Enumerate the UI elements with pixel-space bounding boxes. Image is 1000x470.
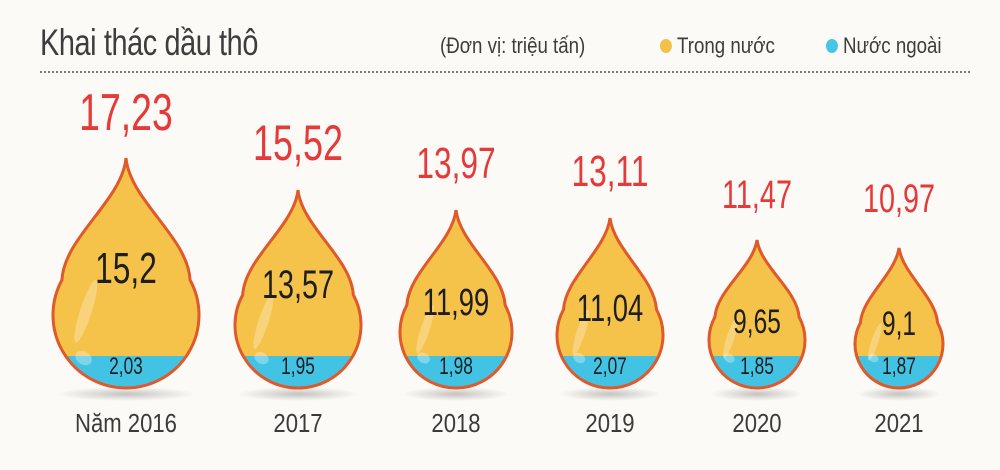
total-value: 13,11 <box>572 147 649 196</box>
legend-label-domestic: Trong nước <box>677 33 775 58</box>
chart-title: Khai thác dầu thô <box>40 22 259 63</box>
legend-item-foreign: Nước ngoài <box>826 33 942 59</box>
drop-shadow <box>402 387 510 401</box>
year-label: Năm 2016 <box>75 409 177 438</box>
oil-drop-icon <box>234 190 361 389</box>
drop-highlight-small <box>723 353 735 363</box>
title-divider <box>40 71 970 73</box>
drop-outline <box>233 189 363 390</box>
drop-outline <box>853 247 945 390</box>
oil-drop-icon <box>709 240 806 389</box>
drop-shadow <box>711 387 803 401</box>
domestic-value: 11,99 <box>423 282 489 324</box>
domestic-value: 9,1 <box>882 305 916 343</box>
total-value: 13,97 <box>416 139 495 188</box>
drop-outline <box>398 209 514 390</box>
drop-outline <box>707 239 807 390</box>
year-label: 2018 <box>431 409 480 438</box>
drop-3: 13,97 11,99 1,98 2018 <box>398 139 514 438</box>
drop-outline <box>51 157 201 390</box>
drop-1: 17,23 15,2 2,03 Năm 2016 <box>51 83 201 438</box>
domestic-value: 9,65 <box>733 303 781 341</box>
year-label: 2017 <box>273 409 322 438</box>
legend-label-foreign: Nước ngoài <box>843 33 942 58</box>
total-value: 17,23 <box>79 83 173 142</box>
drop-highlight <box>253 294 274 349</box>
drop-5: 11,47 9,65 1,85 2020 <box>707 172 807 438</box>
drop-6: 10,97 9,1 1,87 2021 <box>853 176 945 438</box>
foreign-value: 1,87 <box>882 353 916 379</box>
drop-4: 13,11 11,04 2,07 2019 <box>555 147 665 438</box>
drop-shadow <box>559 387 661 401</box>
total-value: 11,47 <box>722 172 792 217</box>
drop-highlight <box>74 280 98 343</box>
domestic-value: 15,2 <box>95 244 157 293</box>
drop-highlight-small <box>75 350 92 366</box>
foreign-color-icon <box>826 39 838 53</box>
foreign-value: 1,95 <box>281 353 315 379</box>
domestic-value: 11,04 <box>577 288 643 330</box>
foreign-value: 1,98 <box>439 353 473 379</box>
year-label: 2021 <box>874 409 923 438</box>
drop-highlight-small <box>868 353 879 363</box>
legend-item-domestic: Trong nước <box>660 33 775 59</box>
oil-drop-icon <box>855 248 944 388</box>
foreign-value: 2,07 <box>593 353 627 379</box>
total-value: 10,97 <box>863 176 935 221</box>
unit-label: (Đơn vị: triệu tấn) <box>440 33 586 58</box>
oil-drop-icon <box>52 158 200 389</box>
drop-shadow <box>56 387 196 401</box>
foreign-value: 1,85 <box>740 353 774 379</box>
drop-highlight <box>867 322 882 361</box>
drop-highlight <box>572 309 590 356</box>
drop-2: 15,52 13,57 1,95 2017 <box>233 116 363 438</box>
domestic-color-icon <box>660 39 672 53</box>
year-label: 2020 <box>732 409 781 438</box>
oil-drop-icon <box>557 218 664 388</box>
drop-shadow <box>857 387 941 401</box>
drop-highlight <box>722 317 739 359</box>
drop-highlight <box>416 305 435 354</box>
domestic-value: 13,57 <box>262 262 334 307</box>
drop-highlight-small <box>254 351 269 365</box>
foreign-value: 2,03 <box>109 353 143 379</box>
year-label: 2019 <box>585 409 634 438</box>
drop-outline <box>555 217 665 390</box>
drop-highlight-small <box>573 352 586 364</box>
oil-drop-icon <box>400 210 512 388</box>
drop-shadow <box>238 387 358 401</box>
total-value: 15,52 <box>253 116 343 171</box>
drop-highlight-small <box>417 352 430 364</box>
